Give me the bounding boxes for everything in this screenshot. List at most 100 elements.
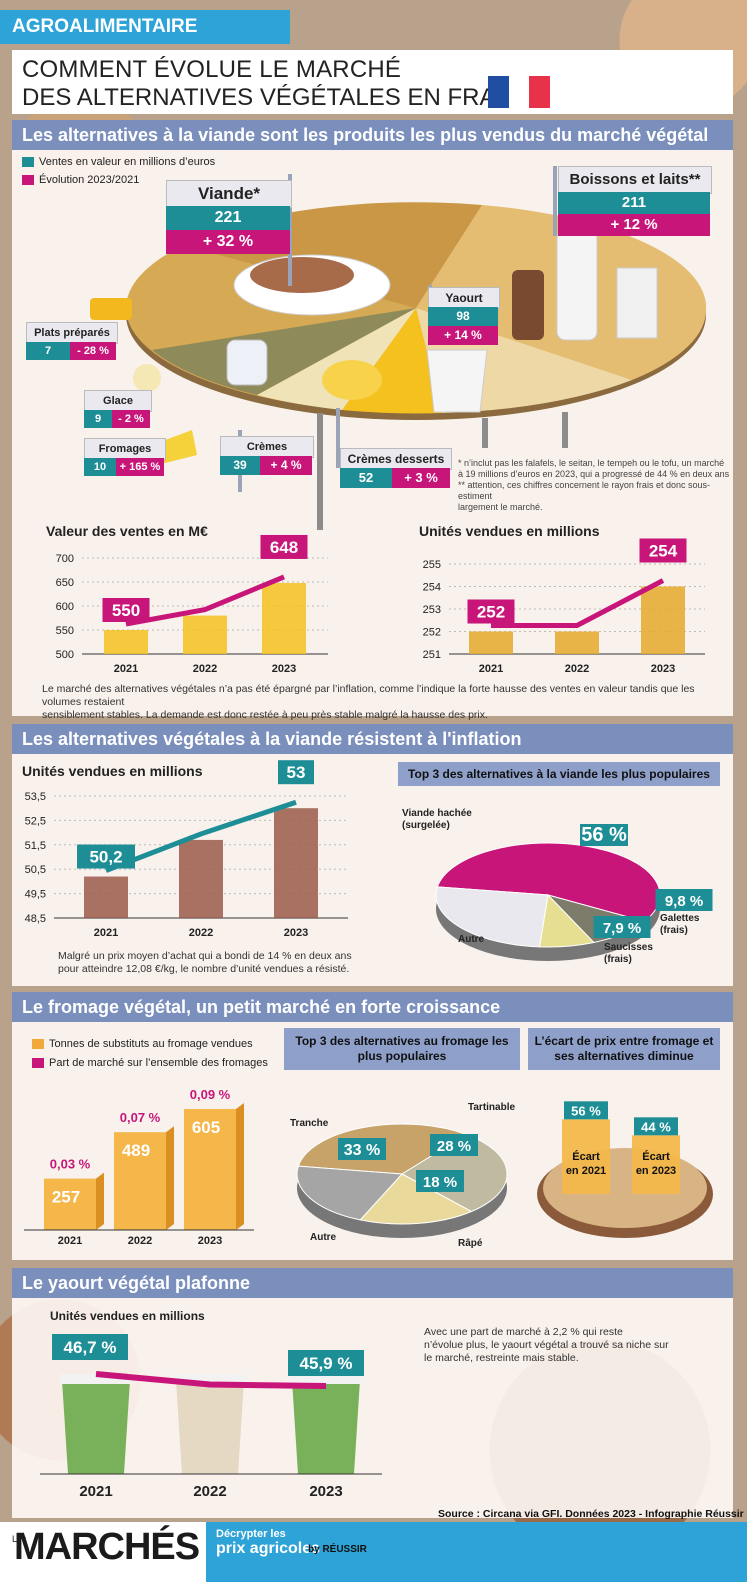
y-tick-label: 50,5 [25,864,46,876]
y-tick-label: 253 [423,604,441,616]
y-tick-label: 254 [423,582,441,594]
section1-note-line: sensiblement stables. La demande est don… [42,709,488,721]
yogurt-cup [292,1380,360,1474]
page-title-line1: COMMENT ÉVOLUE LE MARCHÉ [22,56,402,83]
value-bar [183,615,227,654]
chocolate-milk-icon [512,270,544,340]
value-bar [274,808,318,918]
data-label: 550 [112,601,140,620]
evolution-cremes-desserts: + 3 % [392,468,450,488]
x-tick-label: 2022 [565,663,589,675]
ice-cream-icon [133,364,161,392]
y-tick-label: 500 [56,649,74,661]
legend-tonnes: Tonnes de substituts au fromage vendues [32,1038,253,1050]
cheese-pie-title: Top 3 des alternatives au fromage les pl… [284,1028,520,1070]
data-label-box [102,598,150,622]
footnote-line: largement le marché. [458,502,543,512]
y-tick-label: 255 [423,559,441,571]
section4-note-line: Avec une part de marché à 2,2 % qui rest… [424,1326,623,1338]
gap-label: Écart [572,1150,600,1163]
flag-pole [336,408,340,468]
bar-side [96,1172,104,1230]
chart-title: Unités vendues en millions [419,523,600,539]
section4-note-line: le marché, restreinte mais stable. [424,1352,579,1364]
yogurt-cup-icon [426,349,488,413]
pie-meat: 56 % Viande hachée(surgelée) 9,8 % Galettes… [402,808,713,965]
evolution-cremes: + 4 % [260,456,312,475]
value-fromages: 10 [84,458,116,476]
bar-side [166,1126,174,1230]
section2-note-line: pour atteindre 12,08 €/kg, le nombre d’u… [58,963,350,975]
slice-value: 33 % [344,1142,380,1159]
data-label-box [52,1334,128,1360]
steak-icon [250,257,354,293]
y-tick-label: 700 [56,553,74,565]
source: Source : Circana via GFI. Données 2023 -… [438,1508,744,1520]
brand-logo: MARCHÉS [14,1526,200,1568]
chart-title: Valeur des ventes en M€ [46,523,208,539]
flag-pole [288,174,292,286]
data-label: 648 [270,538,298,557]
brand-les: Les [12,1534,27,1544]
footer-band [206,1522,747,1582]
yogurt-lid [174,1374,246,1384]
footnote-line: ** attention, ces chiffres concernent le… [458,480,710,501]
y-tick-label: 49,5 [25,889,46,901]
section3-title: Le fromage végétal, un petit marché en f… [12,992,733,1022]
legend-value: Ventes en valeur en millions d’euros [22,156,215,168]
tonnes-bar [114,1132,166,1230]
slice-label: Tranche [290,1118,329,1129]
series-line [95,1371,327,1389]
data-label: 254 [649,542,678,561]
ready-meal-icon [90,298,132,320]
legend-tonnes-label: Tonnes de substituts au fromage vendues [49,1038,253,1050]
section1-note-line: Le marché des alternatives végétales n’a… [42,683,695,708]
bar-value: 605 [192,1118,220,1137]
label-plats: Plats préparés [26,322,118,344]
slice-value-box [655,889,713,911]
data-label-box [288,1350,364,1376]
y-tick-label: 600 [56,601,74,613]
y-tick-label: 550 [56,625,74,637]
x-tick-label: 2022 [193,663,217,675]
slice-label: Autre [310,1232,337,1243]
tonnes-bar [44,1178,96,1230]
x-tick-label: 2023 [272,663,296,675]
section1-title: Les alternatives à la viande sont les pr… [12,120,733,150]
table-leg [482,418,488,448]
pie-slice [435,886,549,948]
data-label: 50,2 [89,848,122,867]
slice-value-box [416,1170,464,1192]
data-label: 45,9 % [300,1354,353,1373]
gap-value-box [564,1101,608,1120]
label-fromages: Fromages [84,438,166,460]
label-glace: Glace [84,390,152,412]
x-tick-label: 2021 [114,663,138,675]
gap-value: 56 % [571,1103,601,1118]
value-plats: 7 [26,342,70,360]
evolution-viande: + 32 % [166,230,290,254]
x-tick-label: 2021 [79,1483,112,1500]
cream-jar-icon [226,339,268,386]
series-line [491,578,665,628]
tagline2: prix agricoles [216,1540,321,1557]
label-boissons: Boissons et laits** [558,166,712,194]
slice-value: 28 % [437,1138,471,1155]
legend-share-label: Part de marché sur l’ensemble des fromag… [49,1057,268,1069]
series-line [105,799,297,873]
chart-yogurt: Unités vendues en millions 2021 2022 2023 46… [40,1309,382,1500]
section4-note: Avec une part de marché à 2,2 % qui rest… [424,1326,674,1365]
x-tick-label: 2023 [284,927,308,939]
x-tick-label: 2023 [309,1483,342,1500]
french-flag-icon [488,76,551,108]
x-tick-label: 2023 [198,1235,222,1247]
evolution-boissons: + 12 % [558,214,710,236]
value-cremes-desserts: 52 [340,468,392,488]
gap-value: 44 % [641,1119,671,1134]
pie-slice [359,1173,473,1225]
x-tick-label: 2022 [193,1483,226,1500]
slice-label: (surgelée) [402,820,450,831]
share-label: 0,07 % [120,1110,161,1125]
value-bar [469,631,513,654]
label-cremes: Crèmes [220,436,314,458]
